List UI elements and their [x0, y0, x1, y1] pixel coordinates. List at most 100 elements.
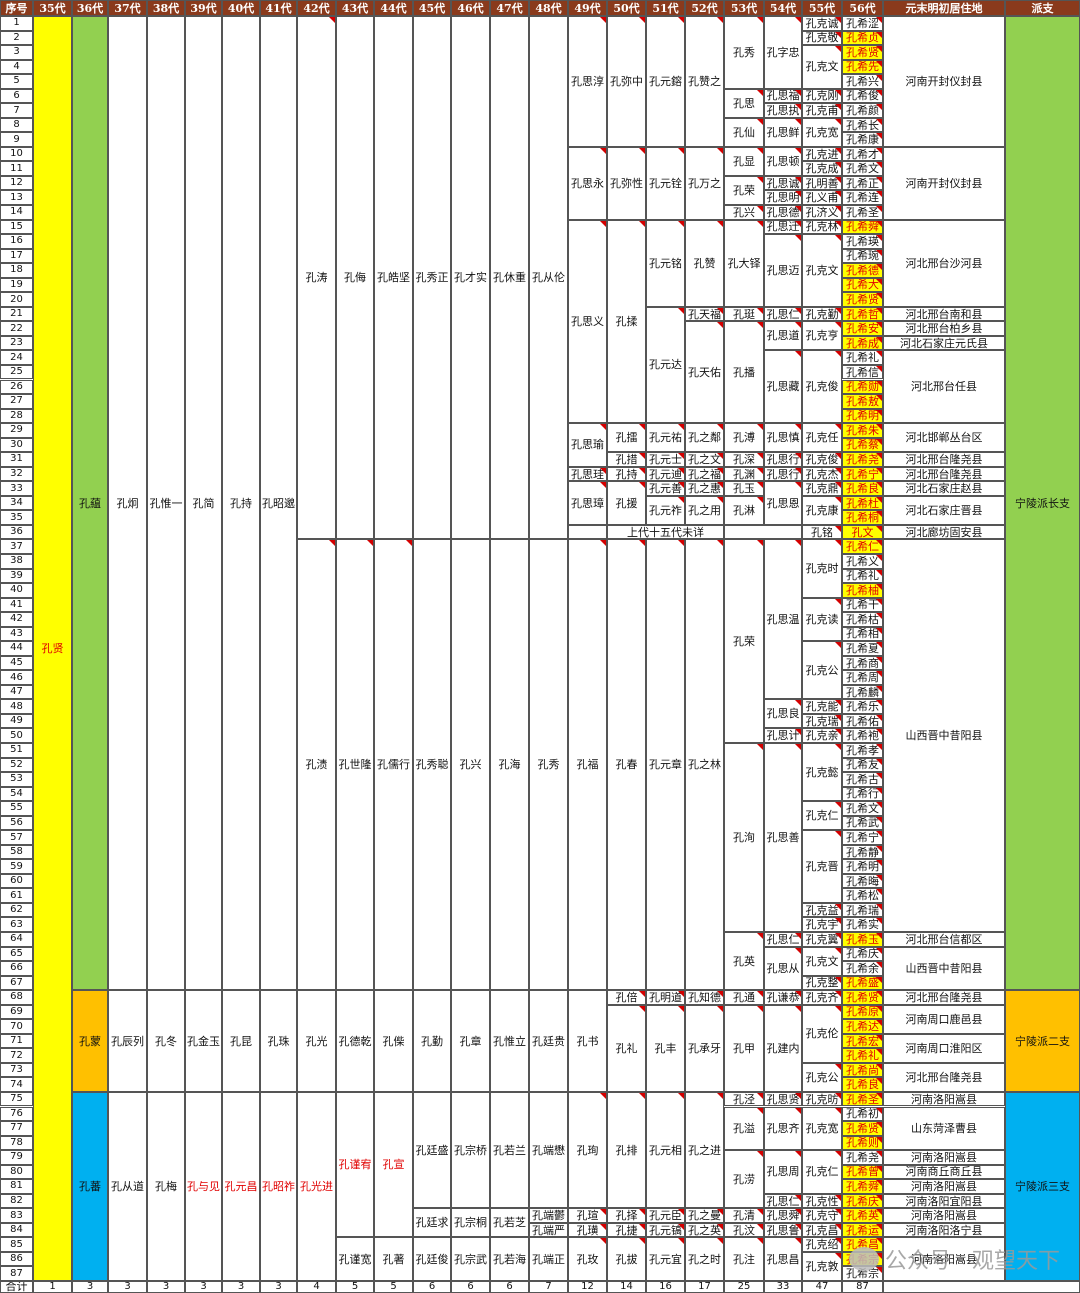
g55-14: 孔克亨 [802, 321, 842, 351]
g56-65: 孔希庆 [842, 946, 883, 962]
g56-69: 孔希原 [842, 1004, 883, 1020]
place-12: 河北廊坊固安县 [883, 524, 1005, 540]
g53-10: 孔深 [724, 452, 764, 467]
header-10: 44代 [374, 0, 413, 16]
g56-36: 孔文 [842, 524, 883, 540]
g49-0: 孔思淳 [568, 16, 607, 147]
g54-0: 孔字忠 [764, 16, 802, 89]
g55-9: 孔义甫 [802, 190, 842, 205]
g54-28: 孔思仁 [764, 1193, 802, 1209]
total-label: 合计 [0, 1280, 33, 1293]
row-number: 72 [0, 1048, 33, 1063]
g55-41: 孔克仁 [802, 1150, 842, 1194]
g53-8: 孔播 [724, 321, 764, 424]
g49-1: 孔思永 [568, 146, 607, 220]
g52-4: 孔天佑 [685, 321, 724, 424]
place-11: 河北石家庄晋县 [883, 495, 1005, 525]
place-18: 河南周口淮阳区 [883, 1033, 1005, 1063]
g55-34: 孔克文 [802, 946, 842, 976]
g56-31: 孔希尧 [842, 452, 883, 467]
g56-51: 孔希孝 [842, 743, 883, 758]
row-number: 50 [0, 728, 33, 743]
row-number: 1 [0, 16, 33, 31]
g51-13: 孔元臣 [646, 1208, 685, 1223]
g56-8: 孔希长 [842, 117, 883, 133]
g51-10: 孔明道 [646, 990, 685, 1005]
g52-14: 孔之曼 [685, 1208, 724, 1223]
branch-3-head: 孔蕃 [72, 1091, 108, 1281]
total-6: 3 [222, 1280, 260, 1293]
g56-78: 孔希则 [842, 1135, 883, 1151]
g56-75: 孔希圣 [842, 1091, 883, 1107]
g55-35: 孔克整 [802, 975, 842, 991]
row-number: 67 [0, 975, 33, 991]
g55-27: 孔克亲 [802, 728, 842, 743]
g56-71: 孔希宏 [842, 1033, 883, 1049]
g56-49: 孔希佑 [842, 713, 883, 729]
b2-g49: 孔书 [568, 990, 607, 1092]
g55-43: 孔克守 [802, 1208, 842, 1223]
g56-54: 孔希行 [842, 786, 883, 802]
g53-12: 孔玉 [724, 481, 764, 496]
g56-4: 孔希先 [842, 59, 883, 75]
g52-7: 孔之福 [685, 466, 724, 482]
place-6: 河北邢台任县 [883, 350, 1005, 424]
row-number: 37 [0, 539, 33, 554]
total-2: 3 [72, 1280, 108, 1293]
b3-g44: 孔宣 [374, 1091, 413, 1238]
g45-c: 孔廷盛 [413, 1091, 451, 1209]
g54-4: 孔思顿 [764, 146, 802, 176]
place-23: 河南商丘商丘县 [883, 1164, 1005, 1180]
g55-8: 孔明善 [802, 175, 842, 191]
place-15: 山西晋中昔阳县 [883, 946, 1005, 991]
header-21: 55代 [802, 0, 842, 16]
place-3: 河北邢台南和县 [883, 306, 1005, 322]
g56-19: 孔希大 [842, 277, 883, 293]
g48-b: 孔秀 [529, 539, 568, 991]
g54-10: 孔思仁 [764, 306, 802, 322]
total-5: 3 [185, 1280, 222, 1293]
g55-46: 孔克敦 [802, 1251, 842, 1281]
g55-33: 孔克翼 [802, 932, 842, 947]
place-0: 河南开封仪封县 [883, 16, 1005, 147]
g55-6: 孔克进 [802, 146, 842, 162]
gen35-root: 孔贤 [33, 16, 72, 1281]
g54-9: 孔思迈 [764, 234, 802, 307]
row-number: 19 [0, 277, 33, 293]
row-number: 61 [0, 888, 33, 903]
row-number: 17 [0, 248, 33, 264]
g54-6: 孔思明 [764, 190, 802, 205]
header-4: 38代 [147, 0, 185, 16]
header-8: 42代 [297, 0, 336, 16]
g56-44: 孔希夏 [842, 641, 883, 656]
row-number: 66 [0, 961, 33, 976]
g52-2: 孔赞 [685, 219, 724, 307]
g56-9: 孔希康 [842, 132, 883, 147]
row-number: 22 [0, 321, 33, 336]
g54-24: 孔建内 [764, 1004, 802, 1092]
branch-3-paizhi: 宁陵派三支 [1005, 1091, 1080, 1281]
g56-47: 孔希麟 [842, 684, 883, 700]
row-number: 68 [0, 990, 33, 1005]
g56-7: 孔希颜 [842, 103, 883, 118]
g43-a: 孔侮 [336, 16, 374, 540]
row-number: 44 [0, 641, 33, 656]
row-number: 73 [0, 1062, 33, 1078]
total-22: 87 [842, 1280, 883, 1293]
g55-21: 孔铭 [802, 524, 842, 540]
row-number: 64 [0, 932, 33, 947]
total-11: 6 [413, 1280, 451, 1293]
g54-23: 孔谦恭 [764, 990, 802, 1005]
g44-a: 孔皓坚 [374, 16, 413, 540]
g53-17: 孔通 [724, 990, 764, 1005]
g48-f: 孔端正 [529, 1237, 568, 1281]
row-number: 18 [0, 263, 33, 278]
g46-d: 孔宗桐 [451, 1208, 490, 1238]
g52-5: 孔之鄰 [685, 423, 724, 453]
b3-g42: 孔光进 [297, 1091, 336, 1281]
g54-1: 孔思福 [764, 88, 802, 104]
header-24: 派支 [1005, 0, 1080, 16]
watermark-text: 公众号 · 观望天下 [885, 1249, 1060, 1274]
g56-14: 孔希圣 [842, 205, 883, 220]
